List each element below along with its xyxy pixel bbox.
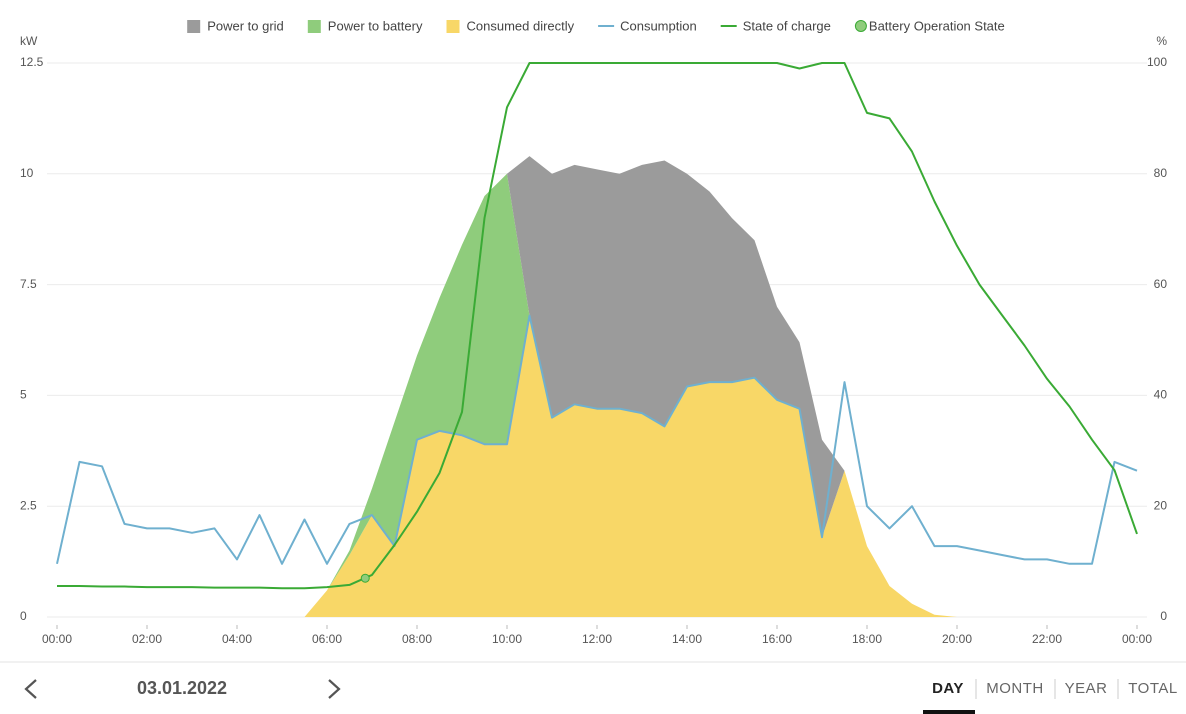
legend: Power to grid Power to battery Consumed di… — [187, 18, 1005, 33]
y2-tick-label: 0 — [1160, 609, 1167, 623]
y2-unit-label: % — [1156, 34, 1167, 48]
x-tick-label: 12:00 — [582, 632, 612, 646]
y-tick-label: 12.5 — [20, 55, 44, 69]
y-unit-label: kW — [20, 34, 38, 48]
legend-label: Power to grid — [207, 18, 284, 33]
active-tab-indicator — [923, 710, 975, 714]
legend-item[interactable]: Battery Operation State — [854, 18, 1005, 33]
x-tick-label: 18:00 — [852, 632, 882, 646]
legend-label: Power to battery — [328, 18, 423, 33]
x-tick-label: 00:00 — [42, 632, 72, 646]
y-tick-label: 0 — [20, 609, 27, 623]
tab[interactable]: YEAR — [1065, 680, 1108, 697]
legend-item[interactable]: Consumption — [598, 18, 697, 33]
legend-label: Consumption — [620, 18, 697, 33]
marker — [360, 573, 370, 583]
y-tick-label: 7.5 — [20, 277, 37, 291]
y2-tick-label: 40 — [1154, 388, 1168, 402]
x-tick-label: 16:00 — [762, 632, 792, 646]
tab[interactable]: MONTH — [986, 680, 1044, 697]
legend-item[interactable]: Power to battery — [307, 18, 423, 33]
y2-tick-label: 100 — [1147, 55, 1167, 69]
x-tick-label: 00:00 — [1122, 632, 1152, 646]
y2-tick-label: 20 — [1154, 498, 1168, 512]
legend-item[interactable]: Power to grid — [187, 18, 284, 33]
legend-item[interactable]: State of charge — [720, 18, 831, 33]
y2-tick-label: 60 — [1154, 277, 1168, 291]
area — [57, 156, 1137, 617]
legend-swatch — [446, 20, 460, 33]
x-tick-label: 04:00 — [222, 632, 252, 646]
line — [57, 62, 1138, 590]
x-tick-label: 10:00 — [492, 632, 522, 646]
plot: 0 2.5 5 7.5 10 12.5 0 20 40 60 80 100 00:00 02:00 04:0… — [20, 55, 1167, 646]
legend-swatch — [854, 20, 867, 32]
y-tick-label: 10 — [20, 166, 34, 180]
y-tick-label: 2.5 — [20, 498, 37, 512]
next-arrow[interactable] — [328, 679, 341, 699]
x-tick-label: 02:00 — [132, 632, 162, 646]
x-tick-label: 22:00 — [1032, 632, 1062, 646]
legend-label: Battery Operation State — [869, 18, 1005, 33]
legend-swatch — [307, 20, 321, 33]
prev-arrow[interactable] — [24, 679, 37, 699]
x-tick-label: 08:00 — [402, 632, 432, 646]
area — [57, 315, 1137, 617]
x-tick-label: 20:00 — [942, 632, 972, 646]
legend-label: State of charge — [743, 18, 831, 33]
x-tick-label: 14:00 — [672, 632, 702, 646]
x-tick-label: 06:00 — [312, 632, 342, 646]
tab[interactable]: DAY — [932, 680, 964, 697]
tab[interactable]: TOTAL — [1128, 680, 1177, 697]
y2-tick-label: 80 — [1154, 166, 1168, 180]
legend-item[interactable]: Consumed directly — [446, 18, 575, 33]
y-tick-label: 5 — [20, 388, 27, 402]
legend-swatch — [187, 20, 201, 33]
line — [56, 314, 1138, 565]
legend-label: Consumed directly — [467, 18, 575, 33]
areas — [57, 156, 1137, 618]
date-label[interactable]: 03.01.2022 — [137, 678, 227, 698]
